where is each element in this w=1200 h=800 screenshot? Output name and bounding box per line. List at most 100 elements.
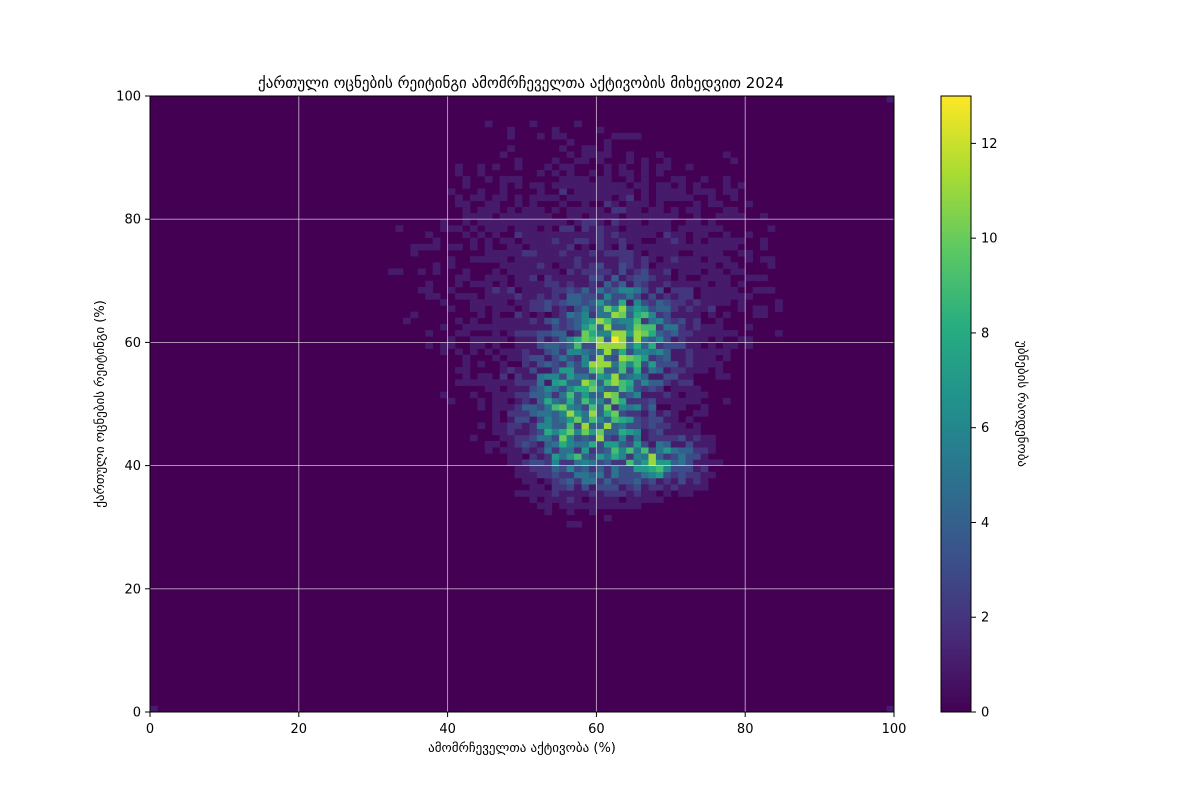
heatmap-cell bbox=[536, 428, 545, 436]
heatmap-cell bbox=[760, 274, 768, 282]
heatmap-cell bbox=[551, 274, 560, 282]
heatmap-cell bbox=[596, 440, 605, 448]
heatmap-cell bbox=[648, 416, 657, 423]
heatmap-cell bbox=[633, 477, 642, 485]
heatmap-cell bbox=[685, 219, 694, 226]
heatmap-cell bbox=[551, 416, 560, 423]
heatmap-cell bbox=[522, 213, 530, 220]
heatmap-cell bbox=[507, 268, 515, 275]
heatmap-cell bbox=[626, 428, 634, 436]
heatmap-cell bbox=[536, 385, 545, 393]
heatmap-cell bbox=[544, 231, 553, 239]
heatmap-cell bbox=[611, 219, 620, 226]
heatmap-cell bbox=[655, 237, 664, 245]
heatmap-cell bbox=[670, 428, 679, 436]
heatmap-cell bbox=[559, 484, 567, 491]
heatmap-cell bbox=[685, 280, 694, 288]
heatmap-cell bbox=[484, 373, 493, 380]
heatmap-cell bbox=[678, 262, 687, 269]
heatmap-cell bbox=[588, 299, 597, 306]
heatmap-cell bbox=[462, 231, 471, 239]
heatmap-cell bbox=[708, 188, 716, 195]
heatmap-cell bbox=[499, 367, 508, 374]
heatmap-cell bbox=[693, 397, 701, 405]
heatmap-cell bbox=[522, 367, 530, 374]
heatmap-cell bbox=[596, 342, 605, 349]
heatmap-cell bbox=[551, 323, 560, 331]
heatmap-cell bbox=[455, 243, 463, 251]
heatmap-cell bbox=[566, 502, 575, 510]
heatmap-cell bbox=[663, 342, 672, 349]
heatmap-cell bbox=[536, 484, 545, 491]
heatmap-cell bbox=[603, 397, 612, 405]
heatmap-cell bbox=[462, 182, 471, 189]
heatmap-cell bbox=[611, 354, 620, 362]
heatmap-cell bbox=[544, 459, 553, 466]
heatmap-cell bbox=[626, 317, 634, 325]
heatmap-cell bbox=[596, 373, 605, 380]
heatmap-cell bbox=[611, 379, 620, 386]
heatmap-cell bbox=[566, 521, 575, 528]
heatmap-cell bbox=[469, 342, 478, 349]
heatmap-cell bbox=[611, 434, 620, 442]
heatmap-cell bbox=[752, 286, 761, 294]
heatmap-cell bbox=[700, 447, 709, 454]
heatmap-cell bbox=[722, 280, 731, 288]
heatmap-cell bbox=[596, 126, 605, 134]
heatmap-cell bbox=[559, 496, 567, 503]
y-tick-label: 100 bbox=[116, 90, 141, 105]
heatmap-cell bbox=[551, 496, 560, 503]
heatmap-cell bbox=[551, 336, 560, 343]
heatmap-cell bbox=[641, 416, 649, 423]
heatmap-cell bbox=[499, 280, 508, 288]
heatmap-cell bbox=[648, 354, 657, 362]
heatmap-cell bbox=[655, 453, 664, 460]
heatmap-cell bbox=[559, 502, 567, 510]
heatmap-cell bbox=[655, 465, 664, 473]
heatmap-cell bbox=[670, 422, 679, 429]
heatmap-cell bbox=[581, 336, 590, 343]
heatmap-cell bbox=[536, 256, 545, 263]
heatmap-cell bbox=[655, 410, 664, 417]
heatmap-cell bbox=[626, 274, 634, 282]
heatmap-cell bbox=[655, 311, 664, 319]
heatmap-cell bbox=[670, 416, 679, 423]
heatmap-cell bbox=[715, 243, 724, 251]
heatmap-cell bbox=[514, 317, 523, 325]
heatmap-cell bbox=[499, 373, 508, 380]
heatmap-cell bbox=[685, 397, 694, 405]
heatmap-cell bbox=[618, 434, 627, 442]
heatmap-cell bbox=[641, 169, 649, 177]
heatmap-cell bbox=[581, 219, 590, 226]
heatmap-cell bbox=[648, 213, 657, 220]
heatmap-cell bbox=[559, 188, 567, 195]
heatmap-cell bbox=[588, 484, 597, 491]
heatmap-cell bbox=[737, 299, 746, 306]
heatmap-cell bbox=[611, 132, 620, 140]
heatmap-cell bbox=[536, 219, 545, 226]
heatmap-cell bbox=[536, 447, 545, 454]
heatmap-cell bbox=[588, 206, 597, 214]
heatmap-cell bbox=[588, 336, 597, 343]
heatmap-cell bbox=[588, 213, 597, 220]
heatmap-cell bbox=[685, 373, 694, 380]
heatmap-cell bbox=[514, 342, 523, 349]
heatmap-cell bbox=[596, 330, 605, 337]
heatmap-cell bbox=[588, 496, 597, 503]
heatmap-cell bbox=[574, 250, 582, 257]
heatmap-cell bbox=[522, 317, 530, 325]
heatmap-cell bbox=[529, 496, 538, 503]
heatmap-cell bbox=[596, 397, 605, 405]
heatmap-cell bbox=[455, 274, 463, 282]
heatmap-cell bbox=[492, 163, 501, 171]
heatmap-cell bbox=[536, 342, 545, 349]
heatmap-cell bbox=[611, 274, 620, 282]
heatmap-cell bbox=[596, 471, 605, 479]
heatmap-cell bbox=[492, 428, 501, 436]
heatmap-cell bbox=[514, 299, 523, 306]
colorbar-tick-label: 4 bbox=[981, 516, 989, 531]
heatmap-cell bbox=[440, 342, 448, 349]
heatmap-cell bbox=[514, 404, 523, 411]
heatmap-cell bbox=[529, 200, 538, 208]
heatmap-cell bbox=[588, 422, 597, 429]
